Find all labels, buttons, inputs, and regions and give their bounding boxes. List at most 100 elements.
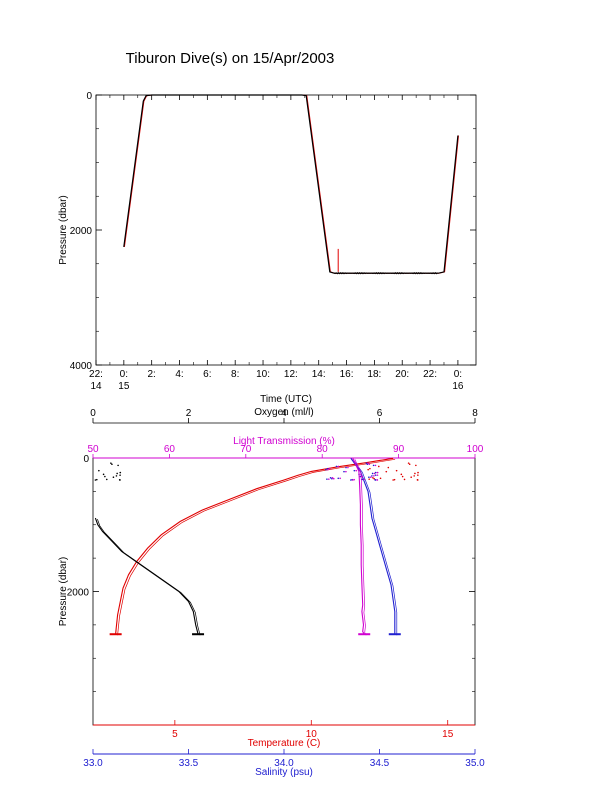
profile-red-point xyxy=(373,477,375,480)
x-tick-label: 4: xyxy=(175,369,183,380)
profile-magenta-point xyxy=(345,470,347,473)
profile-black-point xyxy=(102,473,105,476)
depth-trace-red xyxy=(123,94,459,274)
profile-black-point xyxy=(104,475,106,478)
profile-red-point xyxy=(367,468,369,471)
profile-red-point xyxy=(410,476,412,478)
profile-magenta-point xyxy=(355,469,358,472)
profile-red-point xyxy=(393,478,396,481)
oxygen-tick-label: 2 xyxy=(186,408,192,419)
x-tick-label: 16 xyxy=(452,381,464,392)
profile-magenta-point xyxy=(361,475,364,478)
profile-black-point xyxy=(119,474,121,476)
profile-magenta-point xyxy=(332,477,335,480)
y-tick-label: 0 xyxy=(86,91,92,102)
x-tick-label: 0: xyxy=(120,369,128,380)
page-title: Tiburon Dive(s) on 15/Apr/2003 xyxy=(125,50,335,67)
profile-red-point xyxy=(387,466,390,469)
depth-trace-bottom xyxy=(333,272,438,275)
light-tick-label: 90 xyxy=(393,444,405,455)
x-axis-title: Time (UTC) xyxy=(260,394,312,405)
y-tick-label: 0 xyxy=(83,454,89,465)
profile-magenta-point xyxy=(376,471,379,474)
profile-black-point xyxy=(119,471,122,474)
profile-magenta-point xyxy=(360,473,362,476)
profile-blue-point xyxy=(329,476,332,479)
profile-red-point xyxy=(392,479,394,481)
salinity-tick-label: 34.5 xyxy=(370,758,390,769)
salinity-tick-label: 33.0 xyxy=(83,758,103,769)
profile-magenta-point xyxy=(339,477,341,480)
profile-magenta-point xyxy=(337,465,340,468)
profile-red-point xyxy=(408,463,411,466)
x-tick-label: 15 xyxy=(118,381,130,392)
x-tick-label: 0: xyxy=(454,369,462,380)
profile-magenta-point xyxy=(328,478,330,480)
light-tick-label: 80 xyxy=(317,444,329,455)
profile-black-point xyxy=(117,464,119,467)
profile-magenta-point xyxy=(331,476,334,479)
profile-blue-point xyxy=(350,479,352,481)
profile-red-point xyxy=(395,469,398,472)
profile-blue-point xyxy=(374,474,377,476)
profile-magenta-point xyxy=(376,479,379,481)
depth-trace xyxy=(123,94,459,274)
profile-black-point xyxy=(119,479,121,481)
profile-red-point xyxy=(372,476,374,479)
x-tick-label: 14 xyxy=(90,381,102,392)
profile-black-point xyxy=(112,476,115,478)
oxygen-axis-title: Oxygen (ml/l) xyxy=(254,407,313,418)
x-tick-label: 2: xyxy=(148,369,156,380)
x-tick-label: 12: xyxy=(284,369,298,380)
profile-magenta-point xyxy=(373,475,375,477)
temperature-tick-label: 5 xyxy=(172,729,178,740)
profile-magenta-point xyxy=(347,466,349,469)
profile-magenta xyxy=(352,458,365,635)
profile-blue-point xyxy=(372,464,375,467)
x-tick-label: 18: xyxy=(367,369,381,380)
profile-magenta-point xyxy=(351,479,354,481)
light-tick-label: 100 xyxy=(467,444,484,455)
profile-red-point xyxy=(413,475,415,477)
profile-magenta-point xyxy=(370,476,372,478)
profile-magenta-point xyxy=(353,478,355,481)
profile-red-point xyxy=(414,472,416,475)
profile-red-cast2 xyxy=(117,458,396,636)
profile-black-cast2 xyxy=(97,518,201,636)
light-tick-label: 60 xyxy=(164,444,176,455)
plot-frame xyxy=(92,457,476,726)
profile-blue-point xyxy=(361,478,364,481)
profile-red-point xyxy=(385,470,388,473)
y-tick-label: 4000 xyxy=(70,361,93,372)
profile-blue-point xyxy=(353,469,356,472)
y-axis-title: Pressure (dbar) xyxy=(58,195,69,264)
x-tick-label: 6: xyxy=(203,369,211,380)
oxygen-tick-label: 4 xyxy=(281,408,287,419)
profile-blue-point xyxy=(371,472,374,475)
x-tick-label: 8: xyxy=(231,369,239,380)
salinity-tick-label: 35.0 xyxy=(465,758,485,769)
oxygen-tick-label: 0 xyxy=(90,408,96,419)
profile-black-point xyxy=(111,463,113,466)
profile-magenta-point xyxy=(363,478,365,481)
y-axis-title: Pressure (dbar) xyxy=(58,557,69,626)
x-tick-label: 22: xyxy=(89,369,103,380)
y-tick-label: 2000 xyxy=(67,588,90,599)
profile-magenta-point xyxy=(367,462,370,464)
profile-blue-point xyxy=(374,471,377,474)
profile-red-point xyxy=(379,477,382,480)
profile-red-point xyxy=(369,467,371,470)
light-axis-title: Light Transmission (%) xyxy=(233,436,335,447)
x-tick-label: 10: xyxy=(256,369,270,380)
plot-frame xyxy=(95,94,477,366)
temperature-tick-label: 10 xyxy=(306,729,318,740)
salinity-tick-label: 34.0 xyxy=(274,758,294,769)
profile-black-point xyxy=(116,472,118,475)
profile-black xyxy=(94,517,199,635)
profile-red-point xyxy=(416,479,419,481)
profile-magenta-point xyxy=(368,463,371,466)
x-tick-label: 22: xyxy=(423,369,437,380)
profile-blue-point xyxy=(326,478,328,480)
profile-black-point xyxy=(105,478,108,481)
